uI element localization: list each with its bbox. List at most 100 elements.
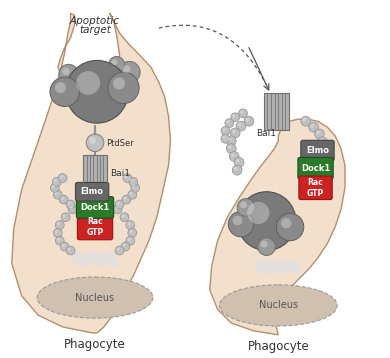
Circle shape (261, 241, 268, 247)
Circle shape (124, 197, 127, 200)
Circle shape (68, 248, 71, 251)
Circle shape (62, 68, 69, 75)
Circle shape (52, 178, 61, 187)
Text: target: target (79, 25, 111, 35)
Text: Bai1: Bai1 (257, 129, 277, 138)
Bar (264, 93, 289, 130)
Circle shape (55, 192, 58, 195)
Circle shape (63, 214, 66, 217)
Bar (267, 93, 271, 130)
Circle shape (130, 179, 133, 182)
Circle shape (119, 62, 140, 83)
Circle shape (50, 183, 59, 192)
Ellipse shape (220, 285, 337, 326)
Circle shape (227, 120, 230, 124)
Circle shape (223, 136, 225, 139)
Circle shape (132, 185, 135, 188)
Circle shape (70, 207, 73, 209)
Circle shape (128, 238, 131, 241)
Circle shape (68, 202, 71, 205)
Text: Elmo: Elmo (306, 146, 329, 155)
Circle shape (89, 137, 96, 144)
FancyBboxPatch shape (77, 214, 113, 240)
Bar (83, 155, 107, 185)
Circle shape (244, 116, 254, 126)
Text: Apoptotic: Apoptotic (70, 16, 120, 26)
Circle shape (55, 221, 64, 229)
Circle shape (128, 190, 136, 199)
Circle shape (246, 118, 249, 121)
Circle shape (228, 137, 232, 141)
Circle shape (128, 228, 136, 237)
Circle shape (228, 211, 254, 237)
Circle shape (113, 78, 125, 90)
Text: PtdSer: PtdSer (106, 139, 133, 148)
Circle shape (231, 153, 234, 157)
Circle shape (277, 213, 304, 241)
Circle shape (319, 139, 323, 142)
Circle shape (310, 124, 314, 127)
Bar (87, 155, 90, 185)
Circle shape (113, 205, 122, 214)
Circle shape (108, 72, 139, 103)
Circle shape (55, 230, 58, 233)
Bar (285, 93, 289, 130)
FancyBboxPatch shape (76, 197, 113, 218)
Circle shape (115, 246, 124, 255)
Circle shape (221, 134, 230, 143)
Circle shape (315, 129, 324, 139)
Circle shape (258, 238, 275, 256)
Circle shape (112, 59, 117, 65)
Circle shape (317, 137, 327, 147)
Circle shape (120, 213, 129, 222)
FancyBboxPatch shape (301, 140, 334, 161)
Circle shape (117, 248, 120, 251)
Bar (100, 155, 103, 185)
Circle shape (238, 123, 241, 126)
Circle shape (57, 238, 60, 241)
Circle shape (66, 61, 128, 123)
Circle shape (223, 128, 225, 131)
Bar (90, 155, 93, 185)
Text: Rac
GTP: Rac GTP (307, 178, 324, 198)
Bar (278, 93, 282, 130)
Circle shape (122, 214, 125, 217)
Circle shape (240, 111, 243, 113)
Circle shape (61, 197, 64, 200)
Circle shape (68, 205, 77, 214)
Circle shape (115, 207, 118, 209)
Circle shape (311, 151, 321, 161)
Bar (97, 155, 100, 185)
Circle shape (316, 131, 320, 134)
Ellipse shape (37, 277, 153, 318)
Circle shape (124, 175, 128, 178)
Text: Rac
GTP: Rac GTP (87, 217, 104, 237)
Circle shape (76, 71, 100, 95)
Circle shape (66, 200, 75, 209)
Circle shape (59, 195, 68, 204)
Circle shape (117, 202, 120, 205)
Polygon shape (210, 119, 345, 335)
Bar (93, 155, 97, 185)
Circle shape (316, 145, 325, 155)
Circle shape (225, 119, 234, 127)
Circle shape (55, 82, 66, 93)
Circle shape (59, 64, 78, 84)
Bar (264, 93, 267, 130)
Circle shape (121, 242, 130, 251)
Circle shape (232, 130, 236, 133)
Circle shape (129, 230, 133, 233)
Circle shape (126, 221, 135, 229)
Circle shape (312, 153, 316, 157)
FancyBboxPatch shape (298, 158, 333, 179)
Text: Phagocyte: Phagocyte (64, 338, 126, 351)
Circle shape (234, 167, 238, 170)
Circle shape (58, 174, 67, 183)
Circle shape (57, 222, 60, 225)
Circle shape (308, 122, 319, 132)
Circle shape (237, 192, 296, 251)
Circle shape (55, 236, 64, 245)
Circle shape (240, 202, 247, 208)
Circle shape (52, 185, 55, 188)
Circle shape (86, 134, 104, 151)
